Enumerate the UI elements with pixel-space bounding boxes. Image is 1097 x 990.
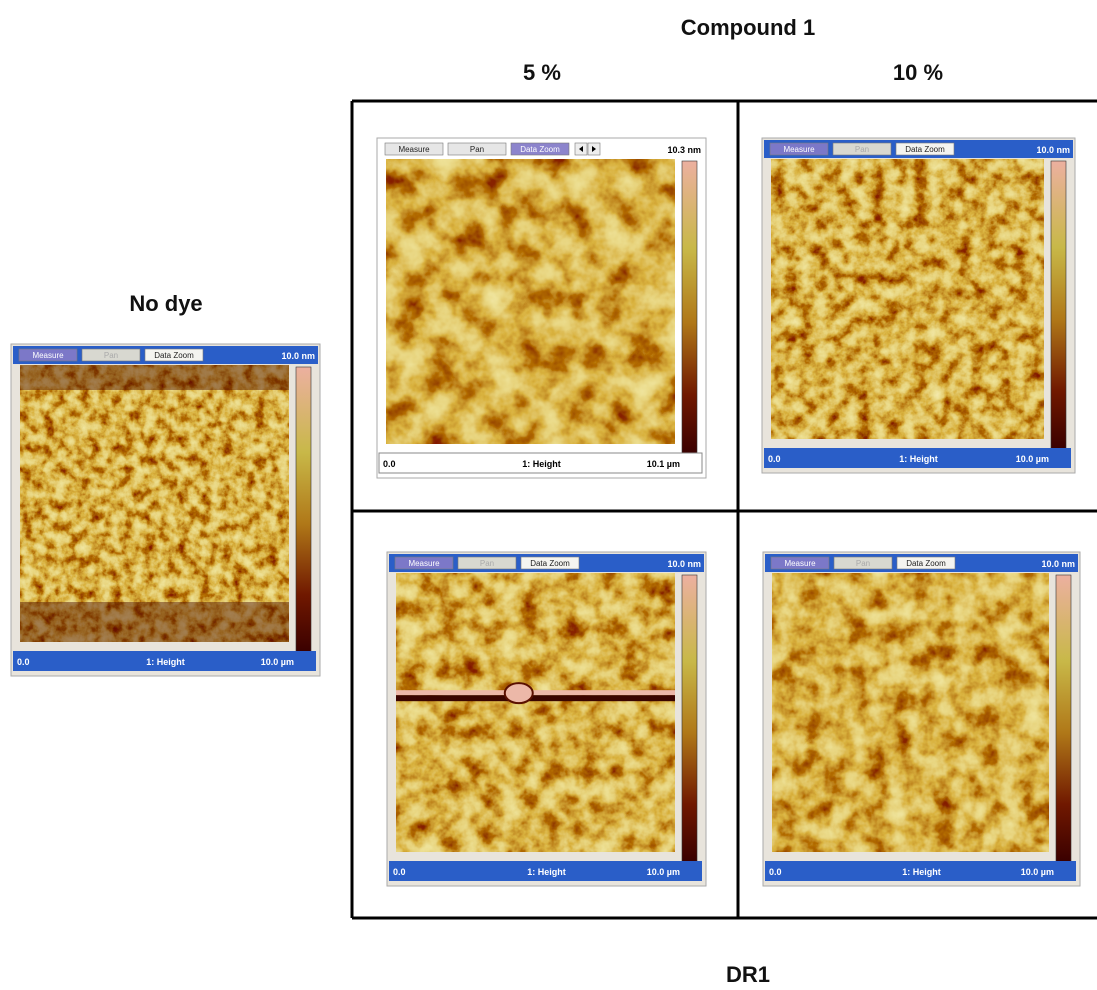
axis-max: 10.0 µm xyxy=(1016,454,1049,464)
color-bar xyxy=(1056,575,1071,862)
channel-label: 1: Height xyxy=(522,459,561,469)
axis-max: 10.0 µm xyxy=(647,867,680,877)
axis-min: 0.0 xyxy=(768,454,781,464)
toolbar-button-label[interactable]: Data Zoom xyxy=(905,145,945,154)
dark-edge xyxy=(20,365,289,390)
afm-image xyxy=(396,573,675,852)
toolbar-button-label[interactable]: Data Zoom xyxy=(154,351,194,360)
afm-panel: Measure Pan Data Zoom 10.3 nm 0.0 1: Height 10… xyxy=(377,138,706,478)
group-title: Compound 1 xyxy=(681,15,815,40)
scale-max: 10.0 nm xyxy=(667,559,701,569)
scale-max: 10.0 nm xyxy=(281,351,315,361)
dark-edge xyxy=(20,602,289,642)
reference-label: No dye xyxy=(129,291,202,316)
column-label: 5 % xyxy=(523,60,561,85)
particle xyxy=(505,683,533,703)
channel-label: 1: Height xyxy=(527,867,566,877)
toolbar-button-label[interactable]: Measure xyxy=(398,145,430,154)
scale-max: 10.0 nm xyxy=(1041,559,1075,569)
afm-panel: Measure Pan Data Zoom 10.0 nm 0.0 1: Height 10… xyxy=(762,138,1075,473)
toolbar-button-label[interactable]: Data Zoom xyxy=(520,145,560,154)
scale-max: 10.3 nm xyxy=(667,145,701,155)
afm-panel: Measure Pan Data Zoom 10.0 nm 0.0 1: Height 10… xyxy=(763,552,1080,886)
figure: Compound 1 5 % 10 % No dye DR1 Measure Pa… xyxy=(0,0,1097,990)
scan-streak xyxy=(396,690,675,695)
channel-label: 1: Height xyxy=(902,867,941,877)
toolbar-button-label[interactable]: Pan xyxy=(104,351,118,360)
afm-image xyxy=(772,573,1049,852)
axis-max: 10.0 µm xyxy=(1021,867,1054,877)
scale-max: 10.0 nm xyxy=(1036,145,1070,155)
axis-min: 0.0 xyxy=(383,459,396,469)
axis-max: 10.0 µm xyxy=(261,657,294,667)
toolbar-button-label[interactable]: Pan xyxy=(470,145,484,154)
afm-panel: Measure Pan Data Zoom 10.0 nm 0.0 1: Height 10… xyxy=(387,552,706,886)
afm-image xyxy=(20,365,289,642)
toolbar-button-label[interactable]: Pan xyxy=(856,559,870,568)
toolbar-button-label[interactable]: Data Zoom xyxy=(906,559,946,568)
bottom-label: DR1 xyxy=(726,962,770,987)
afm-image xyxy=(771,159,1044,439)
channel-label: 1: Height xyxy=(146,657,185,667)
toolbar-button-label[interactable]: Measure xyxy=(784,559,816,568)
toolbar-button-label[interactable]: Pan xyxy=(480,559,494,568)
toolbar-button-label[interactable]: Data Zoom xyxy=(530,559,570,568)
channel-label: 1: Height xyxy=(899,454,938,464)
scan-streak xyxy=(396,695,675,701)
toolbar-button-label[interactable]: Measure xyxy=(783,145,815,154)
axis-min: 0.0 xyxy=(769,867,782,877)
column-label: 10 % xyxy=(893,60,943,85)
afm-image xyxy=(386,159,675,444)
toolbar-button-label[interactable]: Measure xyxy=(408,559,440,568)
color-bar xyxy=(682,161,697,454)
axis-max: 10.1 µm xyxy=(647,459,680,469)
color-bar xyxy=(296,367,311,652)
axis-min: 0.0 xyxy=(17,657,30,667)
color-bar xyxy=(682,575,697,862)
afm-panel: Measure Pan Data Zoom 10.0 nm 0.0 1: Height 10… xyxy=(11,344,320,676)
toolbar-button-label[interactable]: Measure xyxy=(32,351,64,360)
color-bar xyxy=(1051,161,1066,449)
toolbar-button-label[interactable]: Pan xyxy=(855,145,869,154)
axis-min: 0.0 xyxy=(393,867,406,877)
